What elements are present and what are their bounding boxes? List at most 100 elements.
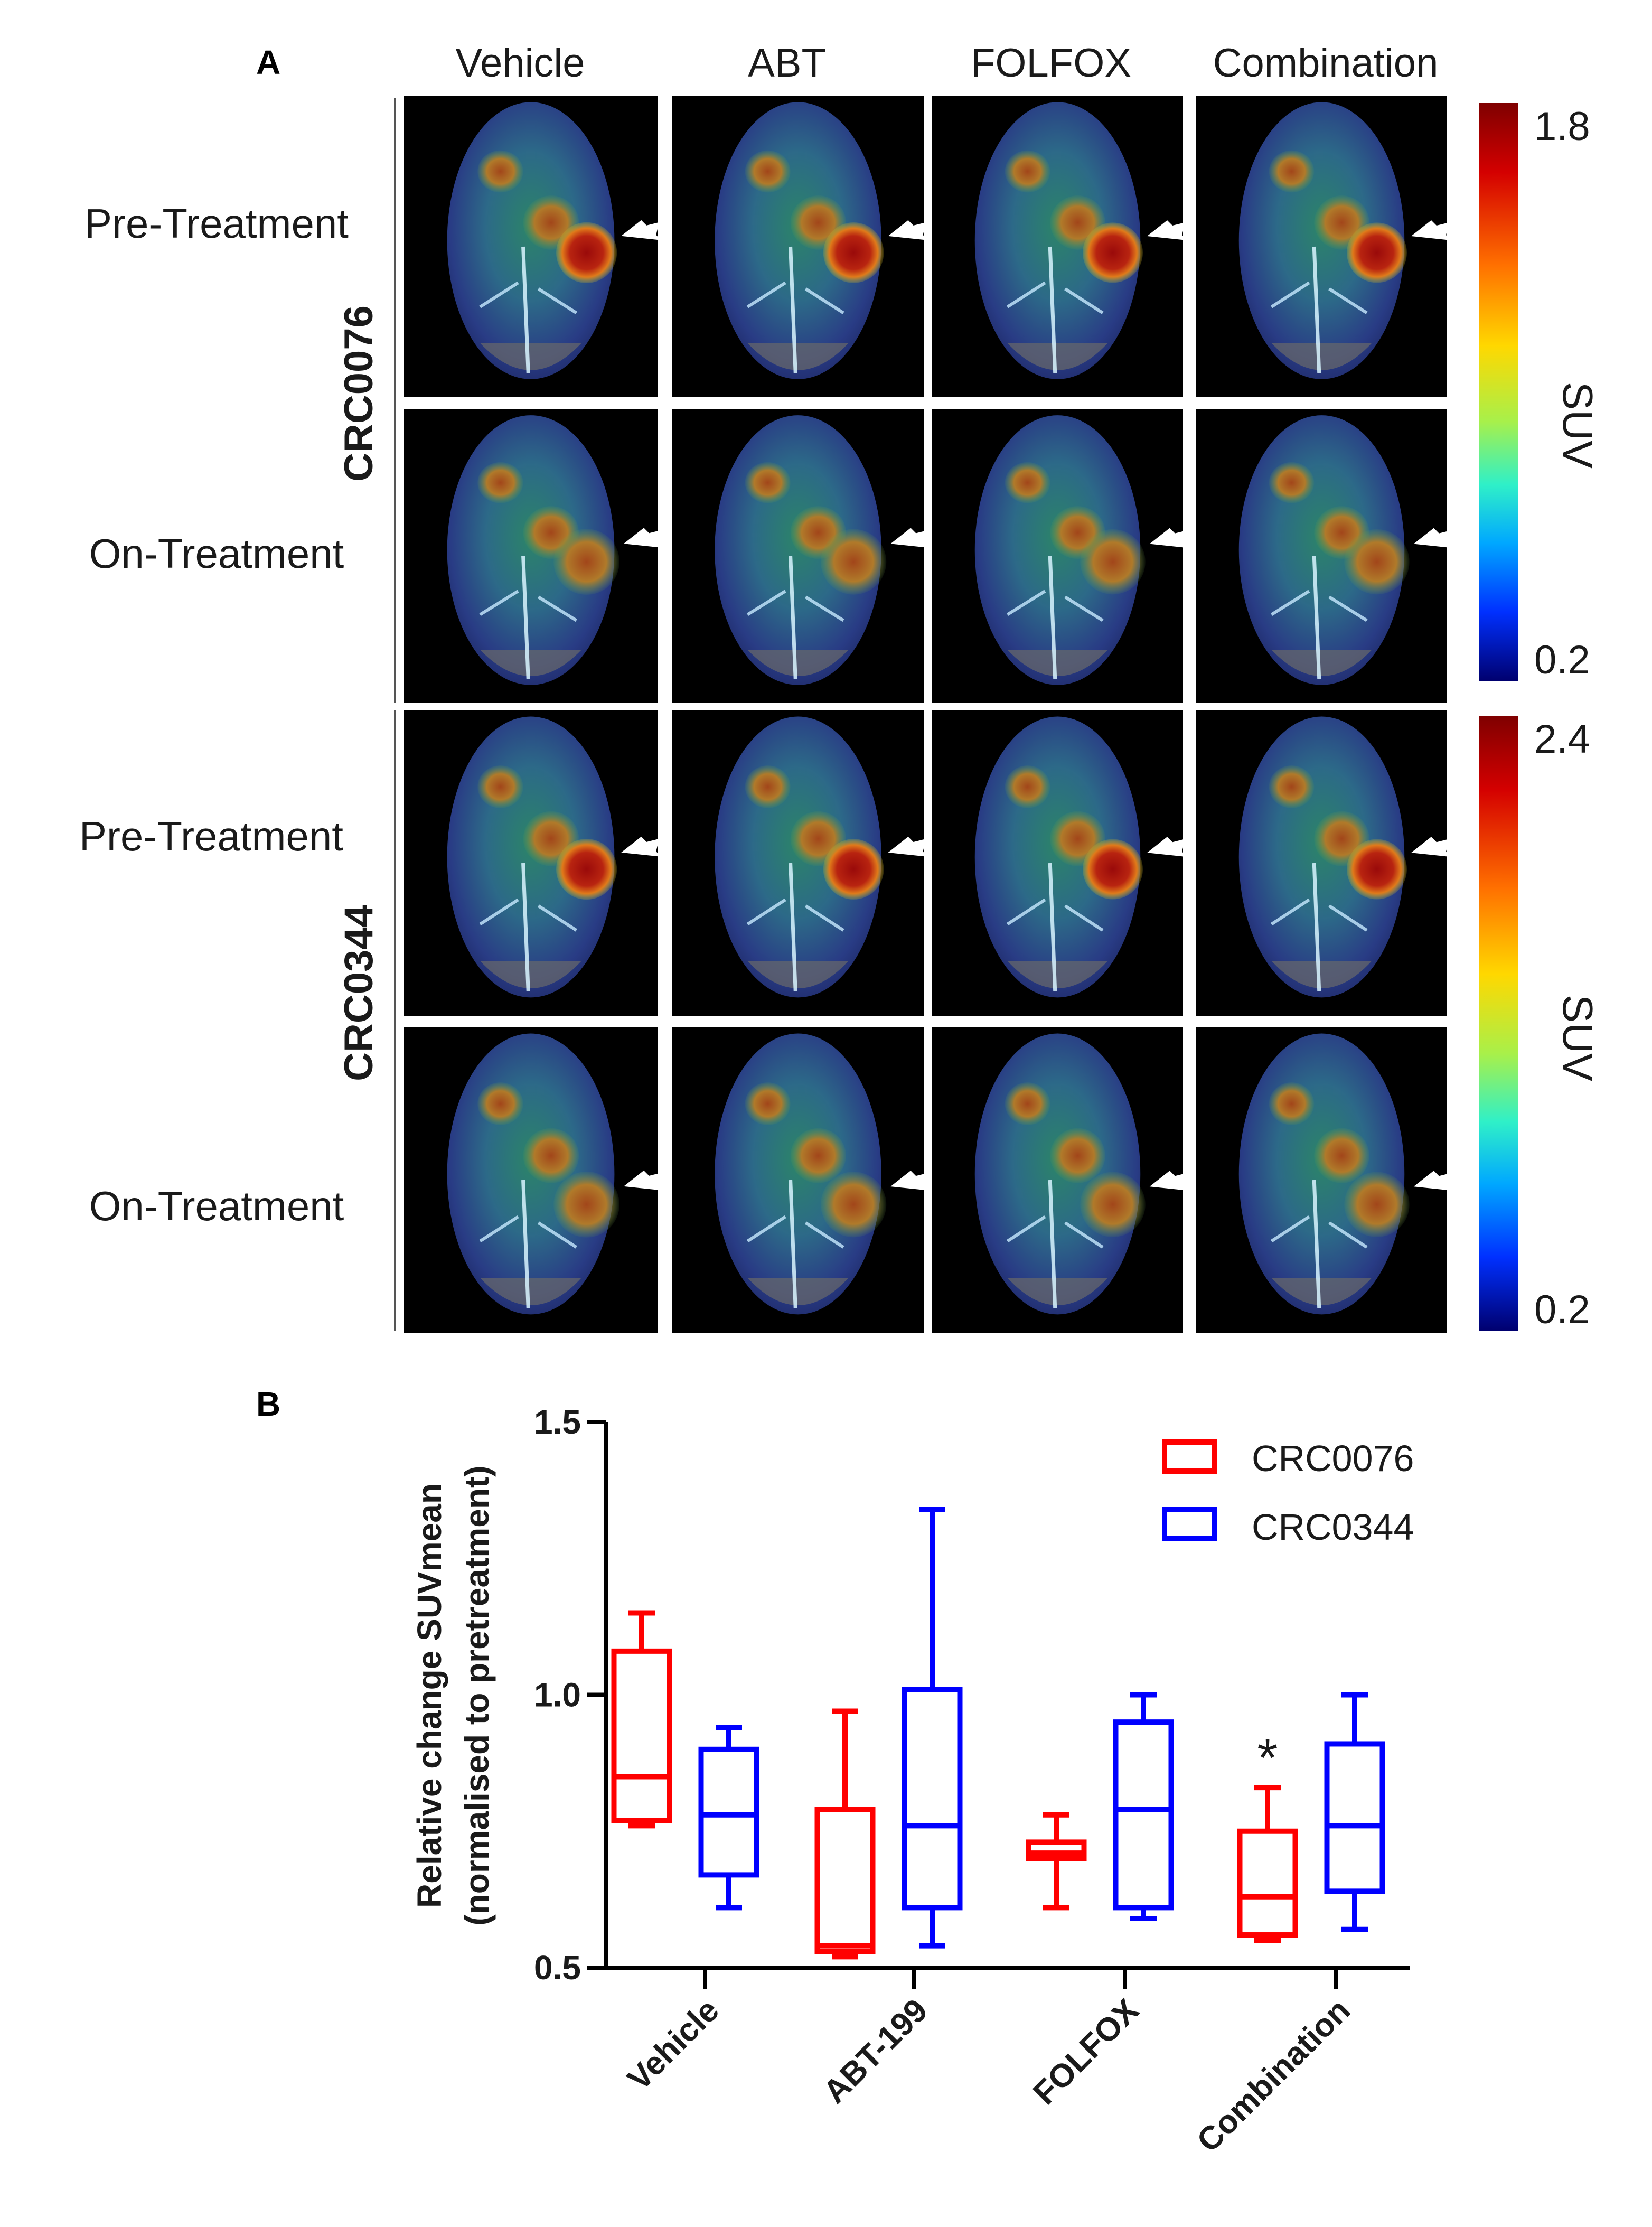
organ-uptake	[1005, 1082, 1050, 1125]
tail-region	[1271, 343, 1372, 370]
x-tick-label: Vehicle	[621, 1992, 726, 2098]
pet-ct-image-crc0076-on-treatment-vehicle	[404, 409, 664, 703]
y-tick-label: 0.5	[534, 1949, 581, 1987]
organ-uptake	[1269, 150, 1315, 193]
tumor-arrow-icon	[890, 528, 931, 548]
spine-bone	[789, 246, 797, 373]
box-crc0076-vehicle	[611, 1610, 672, 1829]
row-label-on-crc0344: On-Treatment	[89, 1183, 344, 1229]
tail-region	[1007, 1277, 1108, 1305]
pelvis-bone	[1006, 590, 1104, 622]
tumor-uptake	[823, 839, 884, 900]
spine-bone	[521, 246, 530, 373]
annotations: *	[1257, 1728, 1278, 1788]
organ-uptake	[1005, 765, 1050, 808]
spine-bone	[789, 1180, 797, 1308]
box-iqr	[814, 1807, 876, 1954]
colorbar-crc0076-max: 1.8	[1534, 104, 1590, 149]
panel-a: A Vehicle ABT FOLFOX Combination Pre-Tre…	[79, 41, 1601, 1333]
pelvis-bone	[1270, 281, 1368, 314]
colorbar-crc0076-min: 0.2	[1534, 638, 1590, 682]
y-tick-label: 1.5	[534, 1403, 581, 1441]
pet-ct-image-crc0344-pre-treatment-combination	[1196, 710, 1451, 1016]
tumor-uptake	[1344, 529, 1410, 595]
y-axis-label-line2: (normalised to pretreatment)	[458, 1465, 496, 1925]
box-iqr	[902, 1687, 963, 1911]
series-crc0344	[698, 1506, 1385, 1949]
legend-swatch-crc0076	[1162, 1439, 1217, 1474]
x-ticks: Vehicle ABT-199 FOLFOX Combination	[621, 1968, 1357, 2159]
pelvis-bone	[746, 898, 844, 932]
tumor-uptake	[1344, 1172, 1410, 1237]
box-iqr	[1026, 1839, 1087, 1861]
colorbar-crc0344-axis-label: SUV	[1554, 995, 1601, 1082]
tumor-arrow-icon	[624, 528, 664, 548]
organ-uptake	[523, 1128, 579, 1183]
tumor-uptake	[1080, 529, 1146, 595]
organ-uptake	[745, 1082, 791, 1125]
series-crc0076	[611, 1610, 1298, 1960]
row-label-pre-crc0344: Pre-Treatment	[79, 813, 343, 859]
tumor-arrow-icon	[621, 220, 662, 240]
box-iqr	[1237, 1828, 1298, 1938]
box-plot-chart: Relative change SUVmean (normalised to p…	[410, 1403, 1414, 2159]
column-label-abt: ABT	[748, 41, 826, 86]
pet-ct-image-crc0076-pre-treatment-vehicle	[404, 96, 662, 397]
tumor-arrow-icon	[1147, 220, 1187, 241]
pelvis-bone	[1270, 898, 1368, 932]
box-crc0076-combination	[1237, 1785, 1298, 1943]
box-crc0344-abt-199	[902, 1506, 963, 1949]
y-tick-label: 1.0	[534, 1676, 581, 1714]
spine-bone	[1312, 1180, 1321, 1308]
pelvis-bone	[479, 281, 578, 314]
panel-b: B Relative change SUVmean (normalised to…	[256, 1385, 1414, 2159]
tumor-arrow-icon	[1413, 1171, 1454, 1191]
box-crc0344-combination	[1324, 1692, 1385, 1932]
tumor-arrow-icon	[888, 220, 928, 240]
tumor-uptake	[556, 222, 617, 283]
pelvis-bone	[746, 281, 844, 314]
legend: CRC0076 CRC0344	[1162, 1438, 1414, 1548]
tumor-arrow-icon	[1147, 837, 1187, 857]
tumor-uptake	[1347, 222, 1407, 283]
tumor-uptake	[553, 1171, 620, 1238]
tumor-uptake	[823, 222, 884, 283]
pelvis-bone	[1006, 281, 1104, 314]
organ-uptake	[1005, 150, 1050, 193]
pet-ct-image-crc0344-pre-treatment-folfox	[932, 710, 1187, 1016]
cohort-label-crc0076: CRC0076	[336, 305, 381, 482]
tail-region	[1007, 343, 1108, 370]
tumor-uptake	[821, 1172, 887, 1238]
legend-label-crc0344: CRC0344	[1252, 1506, 1414, 1548]
pet-ct-image-crc0344-on-treatment-combination	[1196, 1027, 1454, 1333]
pelvis-bone	[1006, 1215, 1104, 1249]
spine-bone	[789, 863, 797, 991]
organ-uptake	[790, 1128, 846, 1183]
pelvis-bone	[1006, 898, 1104, 932]
tumor-uptake	[553, 529, 620, 595]
y-ticks: 0.5 1.0 1.5	[534, 1403, 606, 1987]
tumor-uptake	[556, 838, 617, 900]
pet-ct-image-crc0076-on-treatment-folfox	[932, 409, 1190, 703]
box-iqr	[698, 1746, 759, 1878]
organ-uptake	[477, 1082, 523, 1125]
spine-bone	[789, 556, 797, 679]
tumor-uptake	[1347, 839, 1407, 900]
box-iqr	[611, 1648, 672, 1823]
pet-ct-image-crc0076-pre-treatment-abt	[672, 96, 928, 397]
spine-bone	[521, 863, 530, 991]
spine-bone	[521, 1180, 530, 1308]
organ-uptake	[1269, 765, 1315, 808]
spine-bone	[1312, 246, 1321, 373]
tumor-arrow-icon	[890, 1171, 931, 1191]
tail-region	[480, 1277, 581, 1305]
organ-uptake	[1005, 462, 1050, 503]
colorbar-crc0344: 2.4 0.2 SUV	[1479, 716, 1601, 1332]
tumor-arrow-icon	[1413, 528, 1454, 548]
colorbar-crc0344-min: 0.2	[1534, 1287, 1590, 1332]
x-tick-label: FOLFOX	[1026, 1992, 1146, 2112]
organ-uptake	[1314, 1128, 1369, 1183]
tail-region	[1271, 960, 1372, 988]
spine-bone	[1312, 556, 1321, 679]
